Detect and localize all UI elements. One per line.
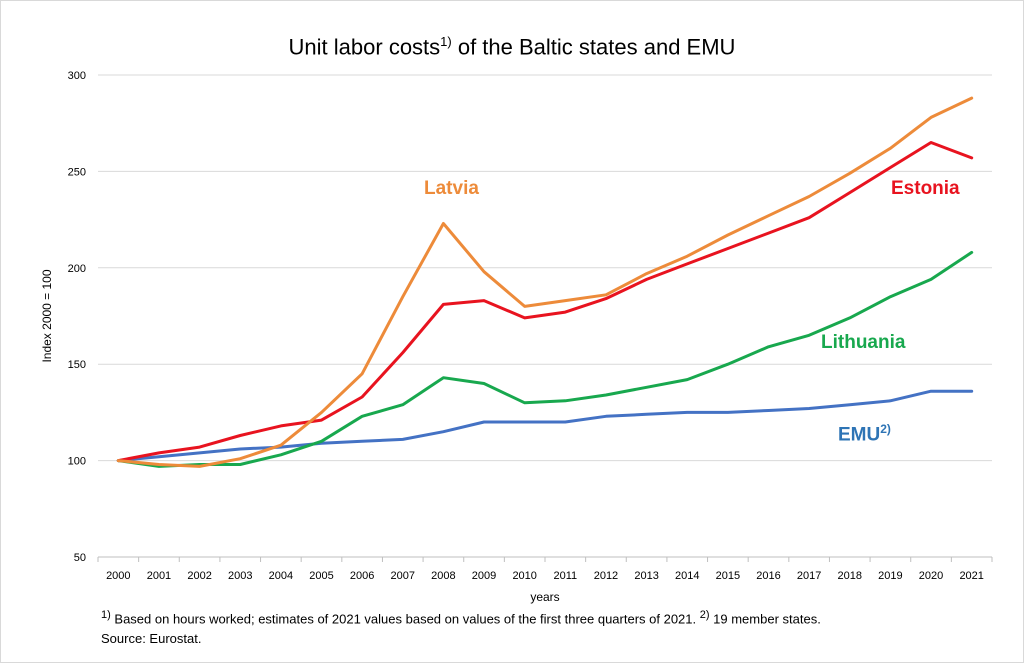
y-tick-label: 150 [68,359,86,371]
series-line-latvia [116,96,974,468]
series-label-emu-text: EMU [838,424,881,446]
y-tick-label: 100 [68,456,86,468]
title-main: Unit labor costs [288,34,441,60]
y-tick-label: 250 [68,166,86,178]
x-tick-label: 2016 [756,570,780,582]
series-line-lithuania [116,250,974,468]
series-label-emu-footnote-mark: 2) [880,422,891,436]
title-rest: of the Baltic states and EMU [451,34,736,60]
series-label-estonia: Estonia [891,178,960,200]
x-tick-label: 2001 [147,570,171,582]
chart-title: Unit labor costs1) of the Baltic states … [0,34,1024,60]
x-tick-label: 2019 [878,570,902,582]
x-axis-label: years [530,590,559,604]
x-tick-label: 2017 [797,570,821,582]
y-axis-ticks: 50 100 150 200 250 300 [68,70,86,564]
y-tick-label: 50 [74,552,86,564]
y-tick-label: 200 [68,263,86,275]
x-axis-ticks: 2000 2001 2002 2003 2004 2005 2006 2007 2008 2009… [97,557,993,582]
x-tick-label: 2010 [512,570,536,582]
footnote-text-2: 19 member states. [709,611,821,627]
y-axis-label: Index 2000 = 100 [40,269,54,362]
x-tick-label: 2008 [431,570,455,582]
series-line-emu [116,389,974,463]
x-tick-label: 2003 [228,570,252,582]
x-tick-label: 2005 [309,570,333,582]
x-tick-label: 2021 [959,570,983,582]
series-line-estonia [116,141,974,463]
series-label-latvia: Latvia [424,178,479,200]
x-tick-label: 2013 [634,570,658,582]
x-tick-label: 2018 [838,570,862,582]
series-label-lithuania: Lithuania [821,332,905,354]
x-tick-label: 2009 [472,570,496,582]
footnote-line-1: 1) Based on hours worked; estimates of 2… [101,605,821,629]
x-tick-label: 2014 [675,570,699,582]
x-tick-label: 2002 [187,570,211,582]
x-tick-label: 2006 [350,570,374,582]
x-tick-label: 2015 [716,570,740,582]
footnote-mark-2: 2) [699,609,710,621]
footnote-source: Source: Eurostat. [101,631,202,647]
title-footnote-mark: 1) [440,34,452,49]
footnote-mark-1: 1) [101,609,111,621]
series-lines [116,96,974,468]
series-label-estonia-text: Estonia [891,178,960,199]
series-label-latvia-text: Latvia [424,178,479,199]
x-tick-label: 2020 [919,570,943,582]
x-tick-label: 2000 [106,570,130,582]
x-tick-label: 2004 [269,570,293,582]
series-label-lithuania-text: Lithuania [821,332,906,353]
footnotes: 1) Based on hours worked; estimates of 2… [101,605,821,649]
x-tick-label: 2011 [553,570,577,582]
series-label-emu: EMU2) [838,422,891,446]
y-tick-label: 300 [68,70,86,82]
x-tick-label: 2007 [391,570,415,582]
x-tick-label: 2012 [594,570,618,582]
footnote-text-1: Based on hours worked; estimates of 2021… [110,611,700,627]
